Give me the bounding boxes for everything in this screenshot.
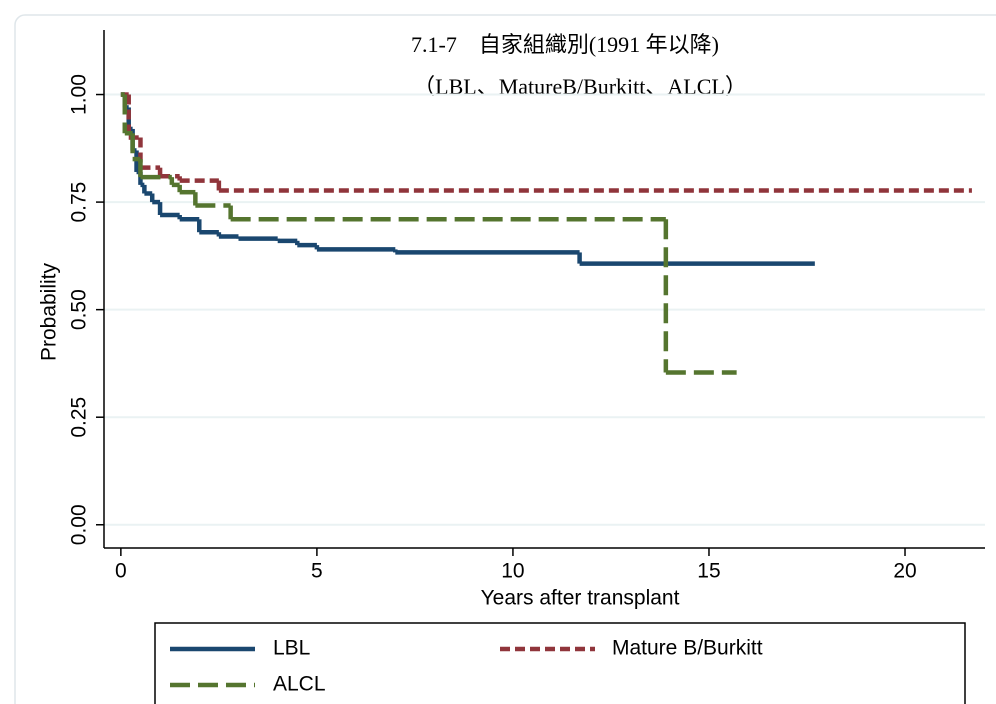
x-tick-label: 0 xyxy=(115,560,127,583)
y-tick-label: 0.00 xyxy=(68,504,91,545)
x-tick-label: 10 xyxy=(501,560,524,583)
y-tick-label: 0.75 xyxy=(68,182,91,223)
x-axis-label: Years after transplant xyxy=(481,587,680,610)
legend-box xyxy=(154,622,966,704)
legend-label: Mature B/Burkitt xyxy=(612,637,763,660)
chart-title: 7.1-7 自家組織別(1991 年以降) xyxy=(411,32,719,57)
x-tick-label: 15 xyxy=(697,560,720,583)
y-tick-label: 0.50 xyxy=(68,289,91,330)
y-axis-label: Probability xyxy=(38,262,61,361)
y-tick-label: 1.00 xyxy=(68,74,91,115)
x-tick-label: 20 xyxy=(893,560,916,583)
legend-label: LBL xyxy=(273,637,310,660)
y-tick-label: 0.25 xyxy=(68,397,91,438)
legend-label: ALCL xyxy=(273,673,326,696)
chart-frame xyxy=(14,14,996,704)
x-tick-label: 5 xyxy=(311,560,323,583)
